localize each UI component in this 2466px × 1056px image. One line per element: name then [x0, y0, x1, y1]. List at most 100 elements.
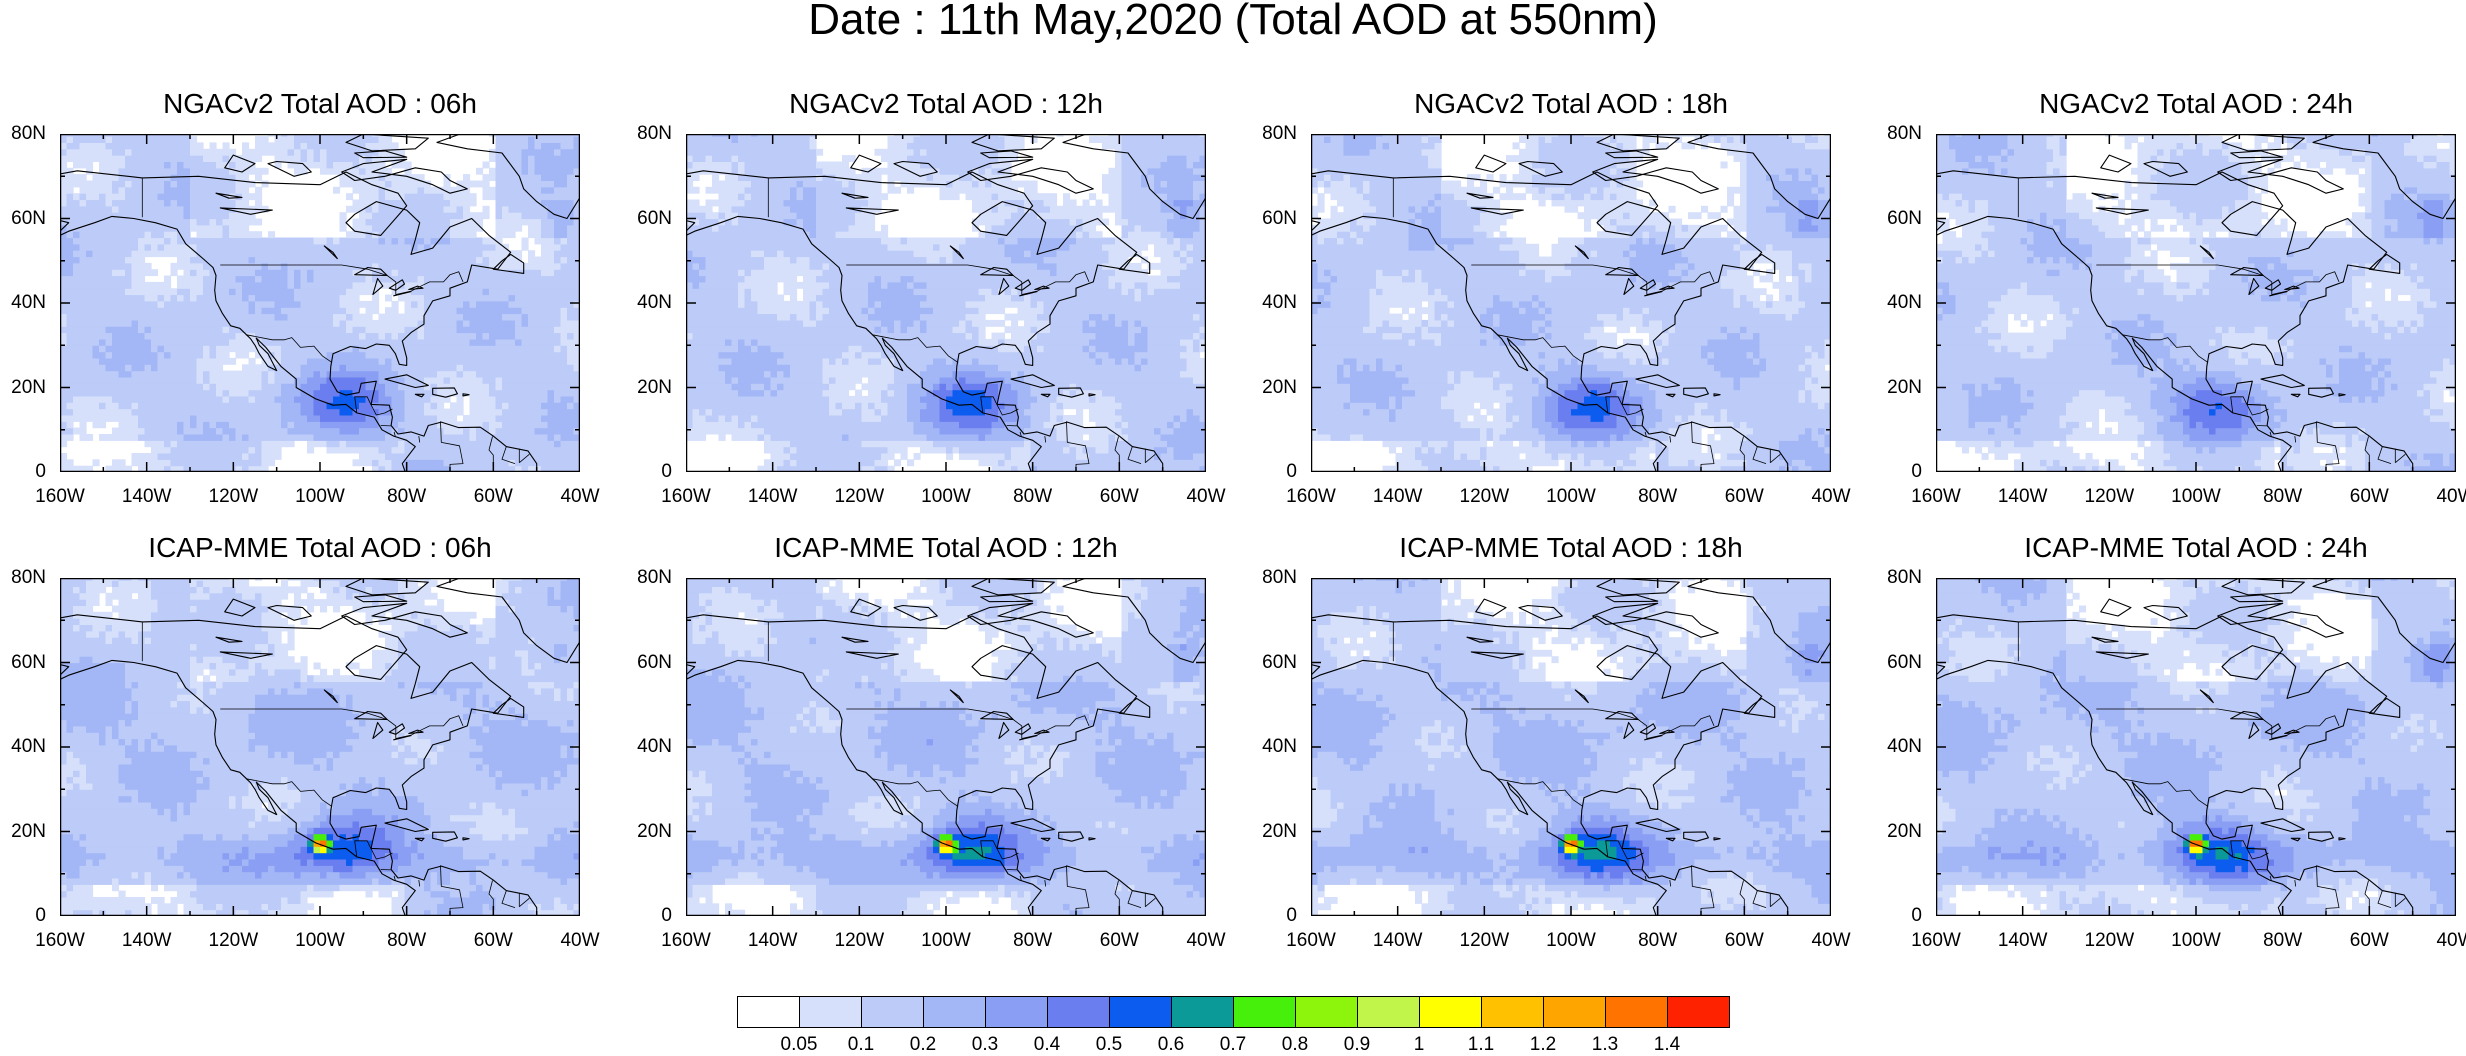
lon-tick-label: 80W	[387, 930, 426, 952]
lat-tick-label: 80N	[1262, 123, 1297, 145]
axis-ticks	[60, 578, 580, 916]
lon-tick-label: 120W	[2085, 930, 2135, 952]
aod-map	[1936, 134, 2456, 472]
lon-tick-label: 120W	[835, 930, 885, 952]
lon-tick-label: 60W	[474, 486, 513, 508]
aod-map	[60, 134, 580, 472]
colorbar-label: 0.1	[848, 1034, 874, 1056]
colorbar-label: 1.4	[1654, 1034, 1680, 1056]
aod-map	[686, 134, 1206, 472]
aod-map	[1936, 578, 2456, 916]
aod-field	[686, 578, 1206, 916]
coastlines	[1936, 134, 2456, 472]
lat-tick-label: 60N	[1262, 208, 1297, 230]
lon-tick-label: 80W	[1013, 930, 1052, 952]
aod-map	[1311, 134, 1831, 472]
aod-field	[1311, 134, 1831, 472]
lat-tick-label: 80N	[637, 123, 672, 145]
lon-tick-label: 40W	[1811, 930, 1850, 952]
colorbar-swatch	[1481, 996, 1544, 1028]
lon-tick-label: 140W	[1998, 930, 2048, 952]
lat-tick-label: 40N	[11, 292, 46, 314]
lon-tick-label: 160W	[1911, 486, 1961, 508]
lon-tick-label: 80W	[387, 486, 426, 508]
colorbar-label: 0.8	[1282, 1034, 1308, 1056]
lat-tick-label: 20N	[637, 377, 672, 399]
colorbar-swatch	[861, 996, 924, 1028]
lon-tick-label: 140W	[122, 930, 172, 952]
colorbar-swatch	[1295, 996, 1358, 1028]
lat-tick-label: 80N	[11, 567, 46, 589]
lat-tick-label: 40N	[1262, 736, 1297, 758]
colorbar-swatch	[1357, 996, 1420, 1028]
lon-tick-label: 160W	[1286, 930, 1336, 952]
aod-colorbar	[737, 996, 1730, 1028]
colorbar-swatch	[1109, 996, 1172, 1028]
panel-title: ICAP-MME Total AOD : 18h	[1291, 528, 1851, 568]
lat-tick-label: 80N	[637, 567, 672, 589]
lon-tick-label: 160W	[1911, 930, 1961, 952]
lon-tick-label: 140W	[1373, 486, 1423, 508]
colorbar-swatch	[1233, 996, 1296, 1028]
axis-ticks	[1936, 134, 2456, 472]
colorbar-label: 0.7	[1220, 1034, 1246, 1056]
aod-field	[1936, 578, 2456, 916]
lon-tick-label: 140W	[1373, 930, 1423, 952]
lat-tick-label: 0	[1911, 905, 1922, 927]
axis-ticks	[1311, 578, 1831, 916]
lon-tick-label: 140W	[748, 486, 798, 508]
lat-tick-label: 80N	[11, 123, 46, 145]
lat-tick-label: 60N	[637, 208, 672, 230]
coastlines	[60, 134, 580, 472]
lat-tick-label: 0	[1286, 461, 1297, 483]
panel-title: NGACv2 Total AOD : 18h	[1291, 84, 1851, 124]
aod-map	[686, 578, 1206, 916]
lat-tick-label: 80N	[1887, 567, 1922, 589]
coastlines	[686, 134, 1206, 472]
colorbar-label: 1.3	[1592, 1034, 1618, 1056]
map-panel-icap-mme-06h: ICAP-MME Total AOD : 06h 80N 60N 40N 20N 0 160…	[11, 532, 599, 951]
lat-tick-label: 40N	[11, 736, 46, 758]
lon-tick-label: 60W	[1100, 486, 1139, 508]
colorbar-swatch	[1171, 996, 1234, 1028]
lat-tick-label: 60N	[11, 208, 46, 230]
map-panel-ngacv2-12h: NGACv2 Total AOD : 12h 80N 60N 40N 20N 0 160W 1…	[637, 88, 1225, 507]
lat-tick-label: 80N	[1887, 123, 1922, 145]
lon-tick-label: 80W	[1638, 486, 1677, 508]
lon-tick-label: 60W	[2350, 930, 2389, 952]
lon-tick-label: 40W	[2436, 486, 2466, 508]
lat-tick-label: 0	[35, 461, 46, 483]
lon-tick-label: 120W	[209, 486, 259, 508]
lon-tick-label: 40W	[1186, 486, 1225, 508]
axis-ticks	[686, 134, 1206, 472]
lat-tick-label: 60N	[1887, 208, 1922, 230]
lat-tick-label: 80N	[1262, 567, 1297, 589]
lat-tick-label: 20N	[11, 821, 46, 843]
lat-tick-label: 40N	[637, 292, 672, 314]
lon-tick-label: 140W	[748, 930, 798, 952]
axis-ticks	[60, 134, 580, 472]
panel-title: NGACv2 Total AOD : 24h	[1916, 84, 2466, 124]
aod-map	[60, 578, 580, 916]
lon-tick-label: 100W	[295, 930, 345, 952]
colorbar-swatch	[1419, 996, 1482, 1028]
axis-ticks	[1311, 134, 1831, 472]
lat-tick-label: 0	[1911, 461, 1922, 483]
coastlines	[60, 578, 580, 916]
lat-tick-label: 60N	[1262, 652, 1297, 674]
lon-tick-label: 100W	[295, 486, 345, 508]
lon-tick-label: 160W	[35, 930, 85, 952]
panel-title: ICAP-MME Total AOD : 06h	[40, 528, 600, 568]
aod-field	[1311, 578, 1831, 916]
map-panel-icap-mme-18h: ICAP-MME Total AOD : 18h 80N 60N 40N 20N 0 160…	[1262, 532, 1850, 951]
lon-tick-label: 40W	[1186, 930, 1225, 952]
lon-tick-label: 160W	[661, 930, 711, 952]
lat-tick-label: 20N	[637, 821, 672, 843]
lat-tick-label: 40N	[1887, 292, 1922, 314]
aod-field	[686, 134, 1206, 472]
lat-tick-label: 60N	[1887, 652, 1922, 674]
lon-tick-label: 60W	[1725, 486, 1764, 508]
lat-tick-label: 20N	[1887, 821, 1922, 843]
lon-tick-label: 60W	[2350, 486, 2389, 508]
panel-title: NGACv2 Total AOD : 12h	[666, 84, 1226, 124]
